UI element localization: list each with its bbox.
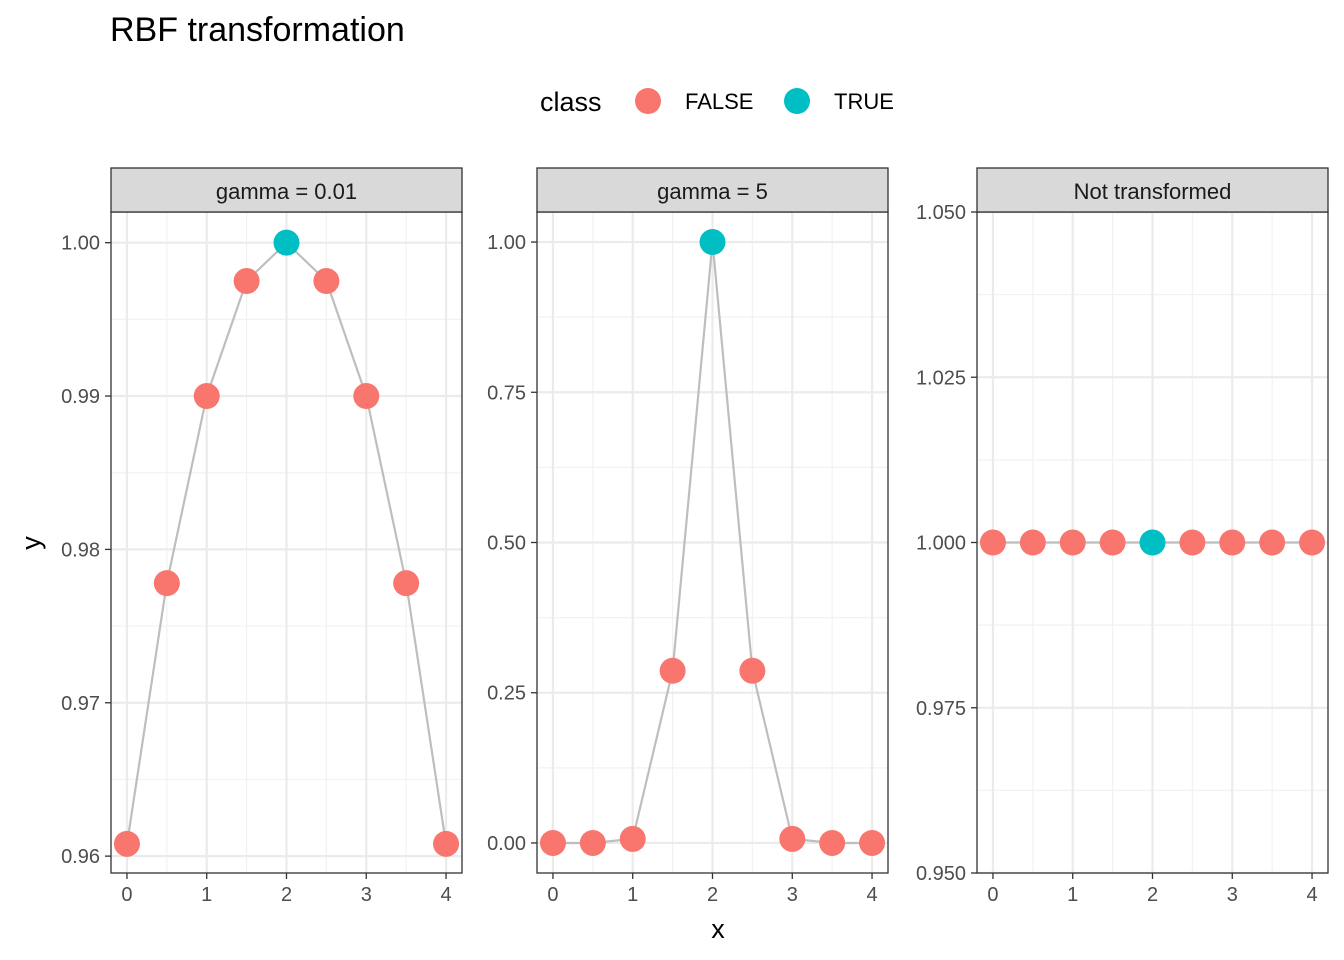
data-point <box>353 383 380 410</box>
x-tick-label: 1 <box>201 884 212 906</box>
legend-title: class <box>540 87 602 117</box>
facet-strip-label: gamma = 0.01 <box>216 179 357 204</box>
data-point <box>1019 529 1046 556</box>
x-tick-label: 1 <box>1067 884 1078 906</box>
x-tick-label: 2 <box>707 884 718 906</box>
data-point <box>859 829 886 856</box>
data-point <box>313 268 340 295</box>
data-point <box>1299 529 1326 556</box>
data-point <box>979 529 1006 556</box>
data-point <box>659 657 686 684</box>
data-point <box>1219 529 1246 556</box>
y-tick-label: 1.050 <box>916 202 966 224</box>
legend-label-false: FALSE <box>685 89 753 114</box>
data-point <box>113 830 140 857</box>
data-point <box>393 570 420 597</box>
data-point <box>433 830 460 857</box>
y-tick-label: 0.99 <box>61 386 100 408</box>
data-point <box>739 657 766 684</box>
panel-2: gamma = 5 0.00 0.25 0.50 0.75 1.00 0 1 2 3 4 <box>487 167 889 906</box>
legend-label-true: TRUE <box>834 89 894 114</box>
x-tick-label: 3 <box>361 884 372 906</box>
data-point <box>779 825 806 852</box>
legend-key-false <box>635 88 661 114</box>
y-tick-label: 0.75 <box>487 382 526 404</box>
panel-3: Not transformed 0.950 0.975 1.000 1.025 1.050… <box>916 167 1329 906</box>
y-tick-label: 0.96 <box>61 846 100 868</box>
legend-key-true <box>784 88 810 114</box>
y-tick-label: 0.00 <box>487 833 526 855</box>
y-tick-label: 0.97 <box>61 693 100 715</box>
x-tick-label: 2 <box>1147 884 1158 906</box>
data-point <box>1139 529 1166 556</box>
facet-strip <box>976 167 1329 213</box>
y-tick-label: 0.98 <box>61 539 100 561</box>
x-tick-label: 2 <box>281 884 292 906</box>
x-tick-label: 0 <box>547 884 558 906</box>
x-tick-label: 0 <box>987 884 998 906</box>
data-point <box>579 829 606 856</box>
data-point <box>1259 529 1286 556</box>
x-tick-label: 4 <box>1306 884 1317 906</box>
data-point <box>539 829 566 856</box>
data-point <box>619 825 646 852</box>
x-tick-label: 1 <box>627 884 638 906</box>
y-axis-title: y <box>16 536 46 550</box>
legend: class FALSE TRUE <box>540 87 894 117</box>
x-tick-label: 3 <box>787 884 798 906</box>
data-point <box>193 383 220 410</box>
chart-title: RBF transformation <box>110 11 405 49</box>
facet-strip <box>536 167 889 213</box>
y-tick-label: 1.000 <box>916 533 966 555</box>
data-point <box>819 829 846 856</box>
data-point <box>699 229 726 256</box>
data-point <box>1099 529 1126 556</box>
x-tick-label: 4 <box>866 884 877 906</box>
data-point <box>153 570 180 597</box>
y-tick-label: 1.00 <box>61 233 100 255</box>
facet-strip-label: gamma = 5 <box>657 179 768 204</box>
x-tick-label: 0 <box>121 884 132 906</box>
data-point <box>233 268 260 295</box>
y-tick-label: 0.50 <box>487 533 526 555</box>
x-tick-label: 3 <box>1227 884 1238 906</box>
facet-strip-label: Not transformed <box>1074 179 1232 204</box>
y-tick-label: 0.25 <box>487 683 526 705</box>
panel-1: gamma = 0.01 0.96 0.97 0.98 0.99 1.00 0 1 2 3 4 <box>61 167 463 906</box>
y-tick-label: 1.025 <box>916 367 966 389</box>
x-tick-label: 4 <box>440 884 451 906</box>
data-point <box>1059 529 1086 556</box>
facet-strip <box>110 167 463 213</box>
y-tick-label: 0.975 <box>916 698 966 720</box>
x-axis-title: x <box>711 914 725 944</box>
y-tick-label: 0.950 <box>916 863 966 885</box>
data-point <box>273 229 300 256</box>
y-tick-label: 1.00 <box>487 232 526 254</box>
data-point <box>1179 529 1206 556</box>
